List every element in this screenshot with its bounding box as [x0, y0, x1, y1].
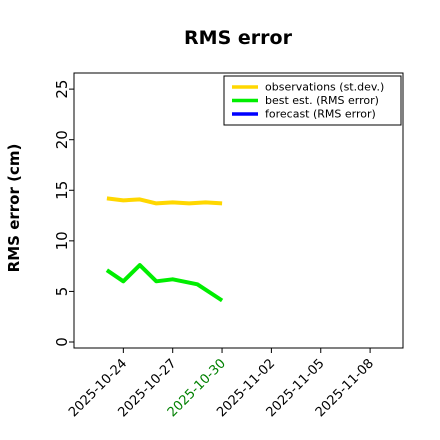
y-tick-label: 25: [53, 80, 71, 99]
y-tick-label: 15: [53, 181, 71, 200]
chart-title: RMS error: [184, 27, 293, 49]
legend-label: observations (st.dev.): [265, 81, 384, 94]
series-line-1: [105, 263, 224, 303]
y-tick-label: 10: [53, 231, 71, 250]
x-axis-ticks: 2025-10-242025-10-272025-10-302025-11-02…: [66, 348, 377, 420]
legend-label: best est. (RMS error): [265, 94, 379, 107]
y-axis-ticks: 0 5 10 15 20 25: [53, 80, 74, 347]
y-tick-label: 20: [53, 130, 71, 149]
series-layer: [105, 196, 224, 303]
legend-label: forecast (RMS error): [265, 108, 376, 121]
plot-frame: [73, 72, 404, 349]
legend: observations (st.dev.)best est. (RMS err…: [223, 75, 402, 126]
y-tick-label: 5: [53, 287, 71, 297]
y-axis-label: RMS error (cm): [5, 144, 23, 273]
y-tick-label: 0: [53, 337, 71, 347]
series-line-0: [106, 196, 223, 206]
